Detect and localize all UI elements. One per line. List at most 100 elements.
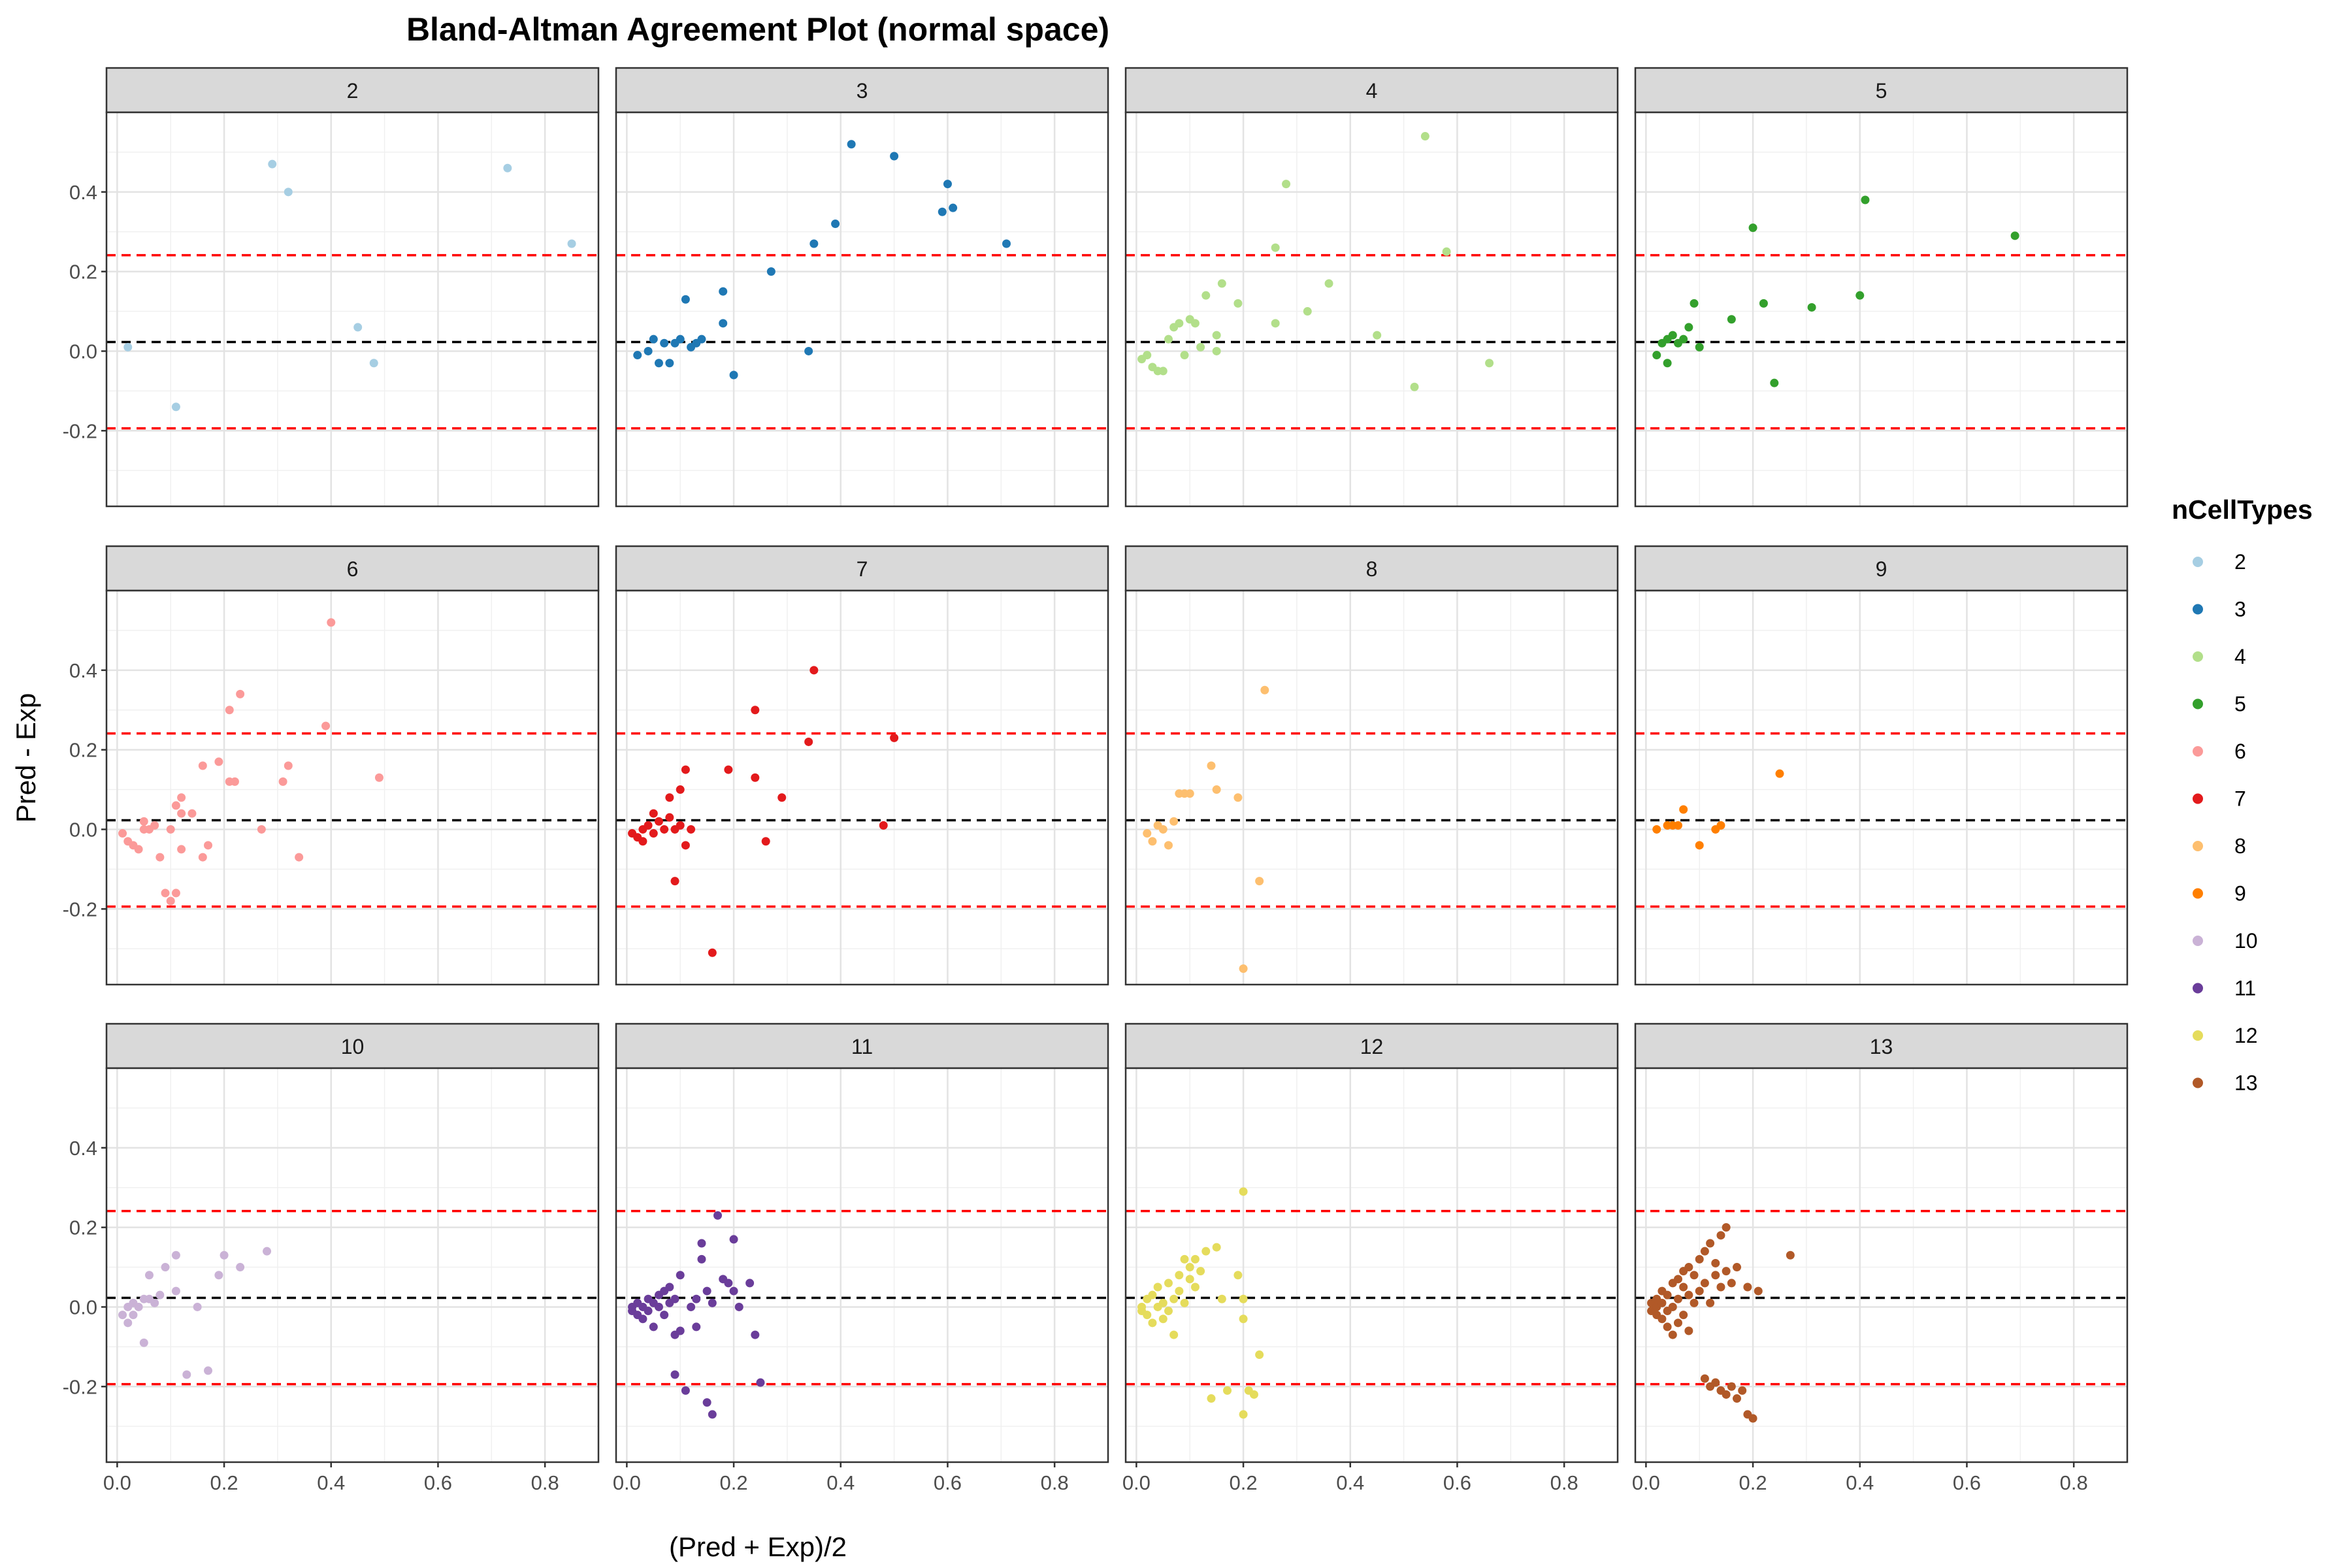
legend-key [2193, 793, 2203, 804]
data-point [1207, 1394, 1216, 1403]
data-point [1733, 1394, 1742, 1403]
data-point [1673, 1275, 1682, 1284]
data-point [118, 829, 127, 838]
facet-strip [1124, 1022, 1619, 1070]
data-point [123, 1318, 133, 1328]
data-point [681, 1386, 690, 1395]
gridlines [1126, 1068, 1618, 1462]
panel-background [1635, 591, 2127, 985]
panel-background [1126, 112, 1618, 506]
facet-panel-9: 9 [1634, 545, 2129, 986]
data-point [1652, 825, 1661, 834]
panel-border [615, 589, 1109, 986]
panel-background [106, 112, 598, 506]
panel-border [1634, 589, 2129, 986]
facet-strip-label: 6 [347, 557, 359, 581]
legend-key [2193, 746, 2203, 757]
data-point [1673, 1294, 1682, 1303]
legend-key [2193, 983, 2203, 994]
data-point [1164, 841, 1173, 850]
data-point [644, 821, 653, 830]
data-point [1180, 351, 1189, 360]
data-point [1722, 1223, 1731, 1232]
data-point [263, 1247, 272, 1256]
data-point [1695, 1286, 1704, 1296]
data-point [949, 203, 958, 212]
x-tick-label: 0.0 [1632, 1471, 1660, 1494]
data-point [766, 267, 776, 276]
data-point [1684, 1263, 1693, 1272]
data-point [670, 877, 679, 886]
facet-strip [1124, 545, 1619, 592]
data-point [1255, 877, 1264, 886]
data-point [1212, 785, 1221, 794]
data-point [1190, 1254, 1200, 1264]
data-point [1233, 299, 1243, 308]
data-point [1673, 821, 1682, 830]
data-point [1271, 243, 1280, 252]
data-point [1249, 1390, 1258, 1399]
x-tick-label: 0.2 [1739, 1471, 1767, 1494]
legend-key [2193, 651, 2203, 662]
legend-key [2193, 557, 2203, 567]
data-points [1143, 685, 1269, 973]
data-point [756, 1378, 765, 1387]
data-point [155, 853, 165, 862]
data-point [879, 821, 888, 830]
data-point [943, 180, 952, 189]
gridlines [106, 591, 598, 985]
data-point [171, 402, 180, 412]
data-point [374, 773, 384, 782]
data-point [284, 761, 293, 770]
legend-label: 13 [2234, 1071, 2258, 1095]
data-point [1722, 1267, 1731, 1276]
data-point [1143, 1311, 1152, 1320]
x-tick-label: 0.8 [1550, 1471, 1578, 1494]
data-point [670, 1370, 679, 1379]
data-point [809, 239, 819, 248]
data-point [1190, 319, 1200, 328]
x-tick-label: 0.6 [1443, 1471, 1471, 1494]
data-point [1158, 1315, 1168, 1324]
data-point [1786, 1250, 1795, 1260]
panel-border [615, 1067, 1109, 1463]
x-tick-label: 0.2 [1230, 1471, 1258, 1494]
data-point [1695, 1254, 1704, 1264]
chart-title: Bland-Altman Agreement Plot (normal spac… [406, 11, 1109, 48]
data-point [654, 1302, 663, 1311]
gridlines [1635, 591, 2127, 985]
facet-panel-12: 12 0.0 0.2 0.4 0.6 0.8 [1122, 1022, 1619, 1494]
data-point [697, 1239, 706, 1248]
data-point [734, 1302, 743, 1311]
data-point [687, 1302, 696, 1311]
x-tick-label: 0.4 [826, 1471, 855, 1494]
gridlines [1635, 1068, 2127, 1462]
data-point [831, 220, 840, 229]
data-point [1754, 1286, 1763, 1296]
facet-strip [1634, 545, 2129, 592]
data-point [1175, 1271, 1184, 1280]
gridlines [616, 1068, 1108, 1462]
legend-item-3: 3 [2193, 598, 2246, 621]
data-point [1775, 769, 1784, 778]
data-point [1233, 1271, 1243, 1280]
data-point [150, 821, 159, 830]
data-point [1196, 342, 1205, 351]
data-point [633, 351, 642, 360]
facet-strip [105, 67, 600, 114]
data-point [1239, 1294, 1248, 1303]
data-point [938, 207, 947, 216]
data-point [1185, 1263, 1194, 1272]
facet-panel-5: 5 [1634, 67, 2129, 508]
data-point [1217, 279, 1226, 288]
data-point [1212, 331, 1221, 340]
data-point [761, 837, 770, 846]
data-point [1748, 1414, 1757, 1423]
panel-background [106, 591, 598, 985]
facet-strip [615, 1022, 1109, 1070]
data-point [1212, 346, 1221, 355]
data-point [1679, 335, 1688, 344]
data-point [1164, 1307, 1173, 1316]
data-point [161, 889, 170, 898]
x-tick-label: 0.6 [424, 1471, 452, 1494]
